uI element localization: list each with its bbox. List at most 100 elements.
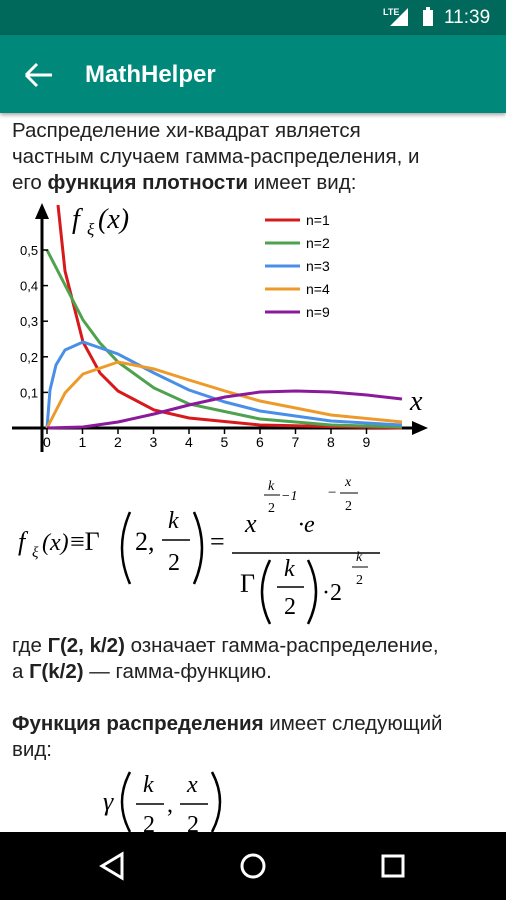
- formula-part: 2: [143, 812, 155, 832]
- text-run: частным случаем гамма-распределения, и: [12, 145, 420, 168]
- nav-icons: [99, 851, 405, 881]
- formula-part: 2: [345, 499, 352, 514]
- y-label: (x): [98, 204, 129, 235]
- text-line: где Γ(2, k/2) означает гамма-распределен…: [12, 633, 439, 659]
- back-arrow: [24, 62, 52, 88]
- paren: [120, 511, 132, 585]
- signal-icon: [390, 8, 408, 26]
- x-tick-label: 2: [114, 434, 122, 450]
- x-tick-label: 0: [43, 434, 51, 450]
- x-tick-label: 3: [150, 434, 158, 450]
- paren: [306, 559, 318, 625]
- text-run: означает гамма-распределение,: [124, 634, 439, 657]
- formula-part: ξ: [32, 545, 39, 561]
- network: LTE: [383, 7, 400, 17]
- text-run: его: [12, 171, 48, 194]
- paren: [210, 771, 222, 832]
- y-tick-label: 0,4: [20, 279, 38, 294]
- x-tick-label: 7: [292, 434, 300, 450]
- text-line: Функция распределения имеет следующий: [12, 711, 443, 737]
- curve: [45, 340, 403, 429]
- formula-part: 2: [168, 550, 180, 576]
- y-label: ξ: [87, 220, 95, 239]
- formula-part: ,: [167, 792, 173, 818]
- paren: [120, 771, 132, 832]
- text-line: его функция плотности имеет вид:: [12, 170, 419, 196]
- formula-part: 2: [356, 573, 363, 588]
- formula-part: x: [244, 509, 257, 538]
- formula-part: k: [284, 556, 295, 582]
- x-arrow: [412, 421, 428, 435]
- battery-icon: [423, 10, 433, 26]
- x-tick-label: 1: [79, 434, 87, 450]
- explain-text: где Γ(2, k/2) означает гамма-распределен…: [12, 633, 439, 685]
- text-run: вид:: [12, 738, 52, 761]
- back-button[interactable]: [20, 55, 60, 95]
- app-bar: MathHelper: [0, 35, 506, 113]
- paren: [192, 511, 204, 585]
- formula-part: =: [210, 527, 225, 556]
- formula-part: k: [168, 508, 179, 534]
- x-tick-label: 9: [363, 434, 371, 450]
- nav-recents[interactable]: [381, 854, 405, 878]
- clock: 11:39: [444, 7, 491, 28]
- y-tick-label: 0,3: [20, 314, 38, 329]
- text-line: а Γ(k/2) — гамма-функцию.: [12, 659, 439, 685]
- battery-tip: [426, 7, 430, 10]
- legend-label: n=9: [306, 304, 330, 320]
- formula-part: x: [186, 772, 198, 798]
- text-run: а: [12, 660, 30, 683]
- nav-back[interactable]: [99, 851, 124, 881]
- text-run: — гамма-функцию.: [83, 660, 272, 683]
- paren: [260, 559, 272, 625]
- formula-part: 2: [268, 501, 275, 516]
- text-run: где: [12, 634, 48, 657]
- formula-part: f: [18, 527, 29, 556]
- formula-part: k: [268, 479, 275, 494]
- nav-home[interactable]: [240, 853, 266, 879]
- text-line: вид:: [12, 737, 443, 763]
- cdf-formula: γ k 2 , x 2: [103, 771, 222, 832]
- formula-part: k: [356, 550, 363, 565]
- y-arrow: [35, 203, 49, 219]
- text-run: имеет следующий: [263, 712, 443, 735]
- x-label: x: [409, 386, 423, 417]
- y-tick-label: 0,2: [20, 350, 38, 365]
- intro-text: Распределение хи-квадрат является частным…: [12, 118, 419, 196]
- formula-part: −: [328, 485, 336, 501]
- formula-part: 2: [284, 594, 296, 620]
- legend-label: n=3: [306, 258, 330, 274]
- formula-part: ≡Γ: [70, 527, 100, 556]
- status-bar: LTE 11:39: [0, 0, 506, 35]
- figure: 0 1 2 3 4 5 6 7 8 9 0,1 0,2 0,3 0,4 0,5 n=1 n=2 n=3 n=4 n=9…: [12, 203, 428, 625]
- text-run: Γ(2, k/2): [47, 634, 125, 657]
- text-run: имеет вид:: [247, 171, 357, 194]
- formula-part: 2: [187, 812, 199, 832]
- legend-label: n=2: [306, 235, 330, 251]
- text-run: Γ(k/2): [29, 660, 84, 683]
- y-tick-label: 0,1: [20, 385, 38, 400]
- formula-part: 2,: [135, 527, 155, 556]
- formula-part: ·2: [322, 580, 342, 606]
- curve: [45, 360, 403, 429]
- text-run: Распределение хи-квадрат является: [12, 119, 361, 142]
- app-title: MathHelper: [85, 61, 216, 88]
- formula-part: x: [344, 475, 352, 490]
- formula-part: ·e: [298, 512, 315, 538]
- x-tick-label: 6: [256, 434, 264, 450]
- curve: [46, 389, 403, 430]
- formula-part: γ: [103, 787, 114, 816]
- text-line: Распределение хи-квадрат является: [12, 118, 419, 144]
- formula-part: (x): [42, 530, 69, 556]
- navigation-bar: [0, 832, 506, 900]
- text-run: функция плотности: [47, 171, 248, 194]
- x-tick-label: 5: [221, 434, 229, 450]
- density-formula: f ξ (x) ≡Γ 2, k 2 = x k 2 −1 ·e − x 2 Γ …: [18, 475, 380, 625]
- x-tick-label: 4: [185, 434, 193, 450]
- formula-part: Γ: [240, 569, 255, 598]
- cdf-text: Функция распределения имеет следующий вид…: [12, 711, 443, 763]
- y-tick-label: 0,5: [20, 243, 38, 258]
- y-label: f: [72, 204, 83, 235]
- status-icons: [390, 7, 433, 26]
